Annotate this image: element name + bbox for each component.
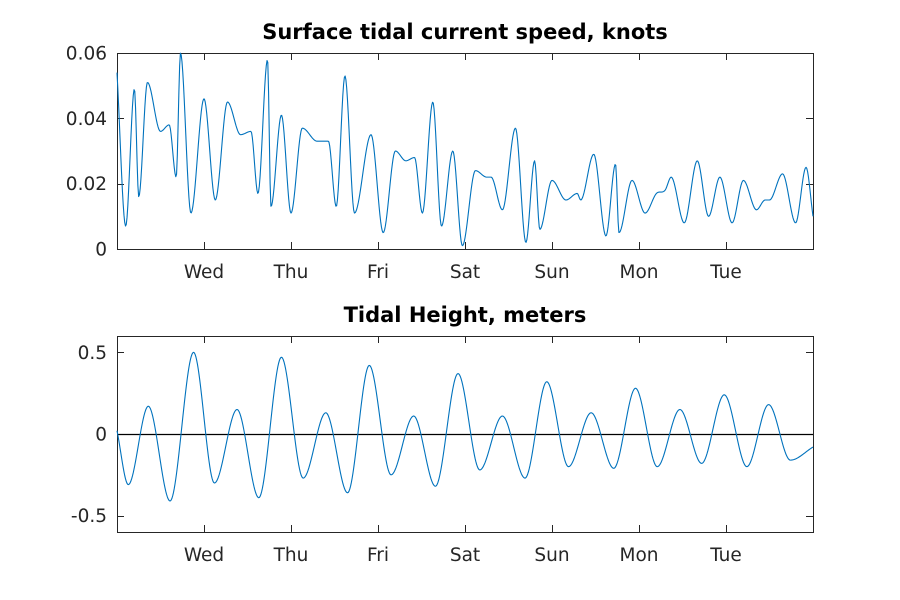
x-tick-label: Tue xyxy=(709,262,742,283)
x-tick-label: Sat xyxy=(450,262,480,283)
x-tick-label: Sun xyxy=(534,262,569,283)
current-speed-plot: 0 0.02 0.04 0.06 Wed Thu Fri Sat Sun Mon Tue xyxy=(66,44,814,283)
x-tick-label: Wed xyxy=(184,545,224,566)
y-tick-label: 0.04 xyxy=(66,109,107,130)
x-tick-label: Mon xyxy=(619,262,658,283)
current-speed-panel: Surface tidal current speed, knots 0 0.02… xyxy=(66,20,814,283)
x-tick-label: Mon xyxy=(619,545,658,566)
tidal-height-panel: Tidal Height, meters -0.5 0 0.5 Wed Thu Fri Sa… xyxy=(71,303,814,566)
x-tick-label: Wed xyxy=(184,262,224,283)
x-tick-label: Sat xyxy=(450,545,480,566)
y-tick-label: -0.5 xyxy=(71,506,107,527)
y-tick-label: 0.06 xyxy=(66,44,107,65)
series-line xyxy=(116,351,814,502)
x-tick-label: Fri xyxy=(367,262,389,283)
tidal-height-title: Tidal Height, meters xyxy=(344,303,587,327)
x-tick-label: Thu xyxy=(273,262,309,283)
series-line xyxy=(116,52,814,247)
y-tick-label: 0.02 xyxy=(66,174,107,195)
x-tick-label: Tue xyxy=(709,545,742,566)
x-tick-label: Fri xyxy=(367,545,389,566)
tidal-height-plot: -0.5 0 0.5 Wed Thu Fri Sat Sun Mon Tue xyxy=(71,336,814,566)
current-speed-title: Surface tidal current speed, knots xyxy=(262,20,668,44)
x-tick-label: Thu xyxy=(273,545,309,566)
y-tick-label: 0 xyxy=(95,425,107,446)
x-tick-label: Sun xyxy=(534,545,569,566)
y-tick-label: 0 xyxy=(95,240,107,261)
y-tick-label: 0.5 xyxy=(78,343,107,364)
